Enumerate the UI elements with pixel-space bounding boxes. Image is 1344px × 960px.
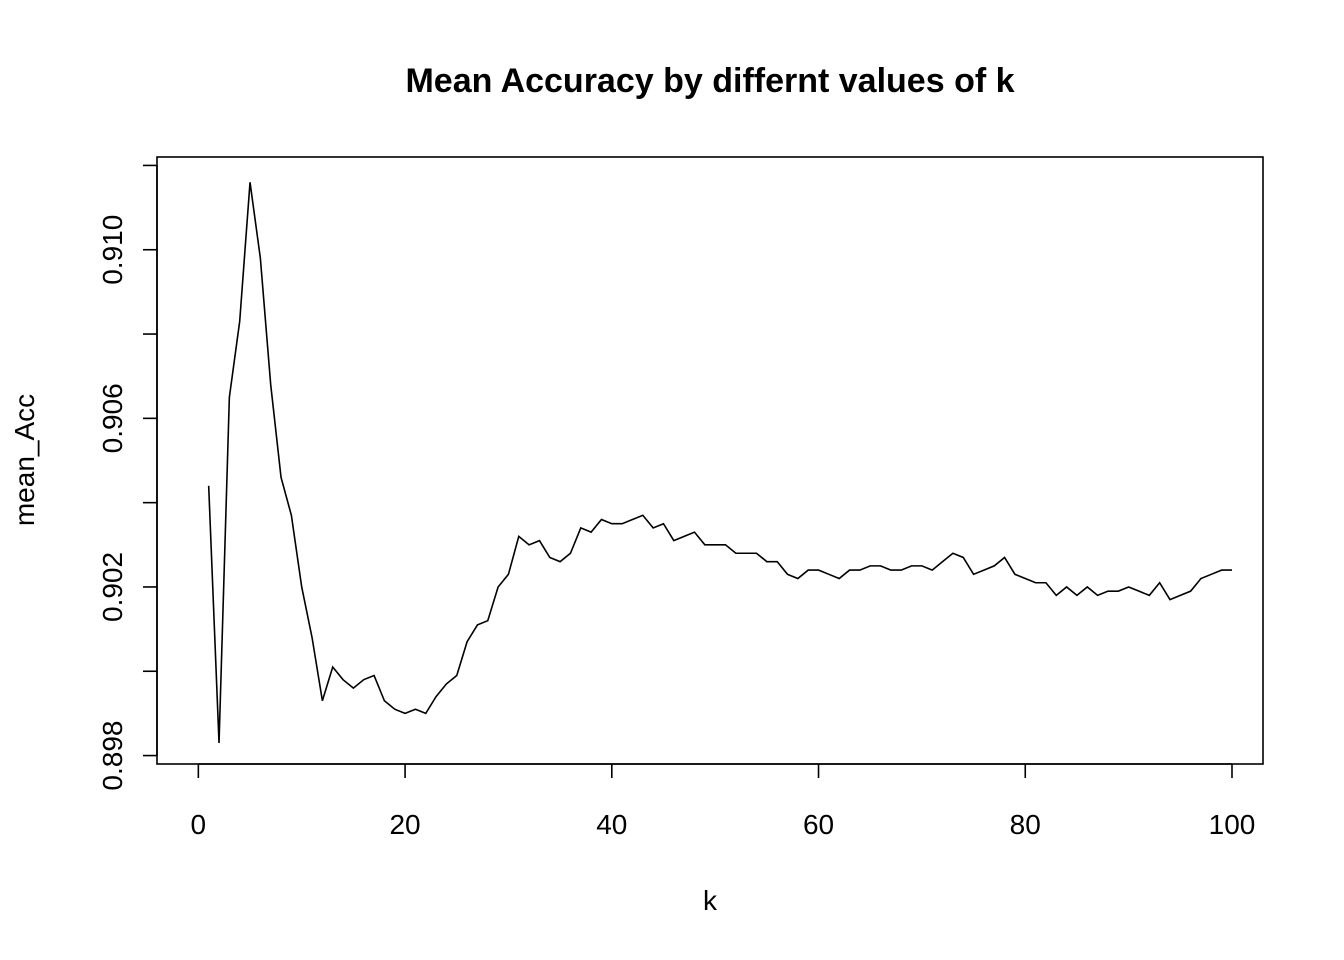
x-tick-label: 20	[389, 809, 420, 840]
plot-frame	[156, 156, 1264, 765]
chart-title: Mean Accuracy by differnt values of k	[405, 62, 1014, 100]
x-tick-label: 80	[1010, 809, 1041, 840]
x-axis: 0 20 40 60 80 100	[191, 763, 1256, 840]
series-line	[207, 182, 1232, 743]
y-tick-label: 0.902	[97, 552, 128, 622]
x-tick-label: 0	[191, 809, 207, 840]
x-axis-label: k	[703, 885, 718, 916]
x-tick-label: 100	[1209, 809, 1256, 840]
y-axis: 0.898 0.902 0.906 0.910	[97, 164, 158, 791]
x-tick-label: 60	[803, 809, 834, 840]
y-tick-label: 0.906	[97, 383, 128, 453]
y-axis-label: mean_Acc	[9, 394, 40, 526]
y-tick-label: 0.910	[97, 215, 128, 285]
series-group	[207, 182, 1232, 743]
y-tick-label: 0.898	[97, 721, 128, 791]
x-tick-label: 40	[596, 809, 627, 840]
